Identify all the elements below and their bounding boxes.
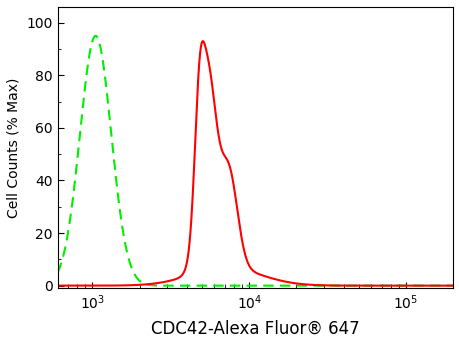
Y-axis label: Cell Counts (% Max): Cell Counts (% Max) xyxy=(7,77,21,218)
X-axis label: CDC42-Alexa Fluor® 647: CDC42-Alexa Fluor® 647 xyxy=(151,320,359,338)
